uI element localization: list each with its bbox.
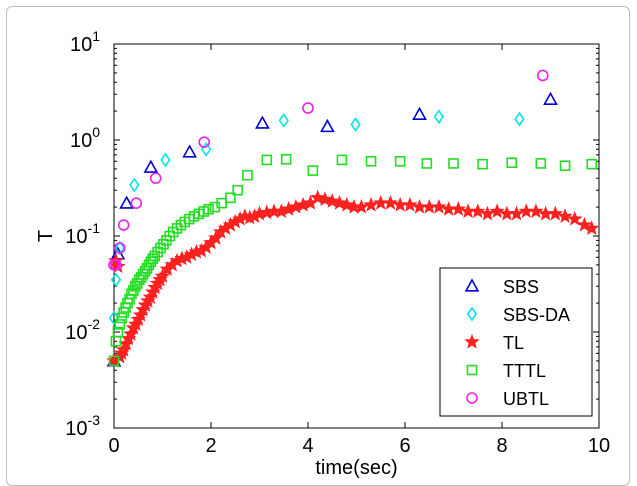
data-point-sbs-da <box>514 111 525 127</box>
data-point-tttl <box>336 154 348 166</box>
data-point-sbs <box>320 118 335 133</box>
data-point-tl <box>489 203 505 219</box>
y-tick-label: 10-3 <box>65 412 100 440</box>
y-tick-label: 100 <box>70 124 100 152</box>
data-point-sbs-da <box>350 117 361 132</box>
data-marks <box>106 69 600 368</box>
data-point-tttl <box>116 312 128 324</box>
data-point-ubtl <box>117 219 130 231</box>
data-point-tttl <box>242 169 253 181</box>
data-point-sbs <box>182 144 198 158</box>
legend-label: TL <box>503 333 524 353</box>
data-point-tl <box>208 230 224 245</box>
legend: SBS SBS-DA TL TTTL UBTL <box>439 267 593 417</box>
data-point-tl <box>557 208 573 223</box>
legend-label: SBS-DA <box>503 305 570 325</box>
data-point-tttl <box>559 160 571 171</box>
data-point-tttl <box>421 158 433 169</box>
y-tick-label: 10-1 <box>65 220 100 248</box>
data-point-tl <box>584 220 600 235</box>
data-point-ubtl <box>110 259 122 271</box>
data-point-ubtl <box>198 136 211 148</box>
data-point-tttl <box>225 192 236 204</box>
data-point-sbs-da <box>114 240 125 256</box>
data-point-sbs <box>255 115 270 129</box>
data-point-tl <box>154 268 171 283</box>
x-tick-label: 0 <box>108 435 119 457</box>
legend-marker-tttl <box>466 364 478 376</box>
data-point-sbs <box>412 106 427 120</box>
data-point-tttl <box>216 197 227 209</box>
data-point-tl <box>331 195 348 210</box>
data-point-tttl <box>535 158 547 169</box>
data-point-tl <box>339 196 355 212</box>
y-axis-label: T <box>35 230 57 242</box>
data-point-tttl <box>477 158 488 170</box>
data-point-sbs <box>143 159 159 173</box>
x-tick-label: 8 <box>496 435 507 457</box>
data-point-tl <box>470 203 486 219</box>
x-tick-label: 2 <box>205 435 216 457</box>
data-point-tttl <box>586 158 598 170</box>
data-point-tl <box>508 205 525 221</box>
data-point-tttl <box>112 326 124 338</box>
data-point-tttl <box>394 155 406 167</box>
legend-marker-ubtl <box>466 392 478 404</box>
data-point-tttl <box>203 203 214 215</box>
data-point-tttl <box>307 165 319 176</box>
legend-marker-sbs-da <box>466 306 478 322</box>
data-point-sbs-da <box>433 109 445 125</box>
y-tick-label: 101 <box>70 28 100 56</box>
series-ubtl <box>108 69 549 271</box>
series-tttl <box>108 153 598 367</box>
data-point-ubtl <box>114 242 126 254</box>
data-point-tttl <box>365 155 377 167</box>
data-point-tl <box>363 196 379 212</box>
data-point-sbs <box>543 91 558 105</box>
data-point-tttl <box>448 158 459 169</box>
data-point-tl <box>576 216 593 232</box>
data-point-tl <box>402 196 418 212</box>
data-point-sbs-da <box>278 113 289 128</box>
data-point-ubtl <box>149 172 162 185</box>
data-point-tttl <box>280 153 292 165</box>
legend-label: UBTL <box>503 389 549 409</box>
data-point-tl <box>431 198 447 214</box>
data-point-sbs-da <box>110 272 122 288</box>
series-tl <box>106 189 600 368</box>
legend-box <box>439 267 593 417</box>
legend-label: TTTL <box>503 361 546 381</box>
data-point-tl <box>567 210 583 226</box>
data-point-tttl <box>108 355 120 367</box>
data-point-ubtl <box>302 102 314 114</box>
data-point-tttl <box>506 157 518 169</box>
data-point-tttl <box>261 154 273 166</box>
data-point-ubtl <box>536 69 549 82</box>
data-point-sbs <box>119 195 134 209</box>
legend-marker-tl <box>464 333 480 349</box>
data-point-tttl <box>114 319 126 330</box>
data-point-sbs-da <box>129 177 140 193</box>
tick-labels: 0 2 4 6 8 10 10-3 10-2 10-1 100 101 <box>65 28 610 457</box>
x-tick-label: 4 <box>302 435 313 457</box>
legend-marker-sbs <box>464 278 480 292</box>
x-tick-label: 10 <box>588 435 610 457</box>
data-point-tl <box>547 205 564 221</box>
legend-label: SBS <box>503 277 539 297</box>
y-tick-label: 10-2 <box>65 316 100 344</box>
data-point-tttl <box>232 184 243 196</box>
data-point-tl <box>450 201 467 216</box>
data-point-tl <box>382 195 399 210</box>
data-point-tl <box>528 203 544 219</box>
data-point-ubtl <box>130 197 143 209</box>
x-axis-label: time(sec) <box>315 457 397 479</box>
x-tick-label: 6 <box>399 435 410 457</box>
data-point-sbs-da <box>160 152 171 168</box>
data-point-tl <box>479 205 496 221</box>
